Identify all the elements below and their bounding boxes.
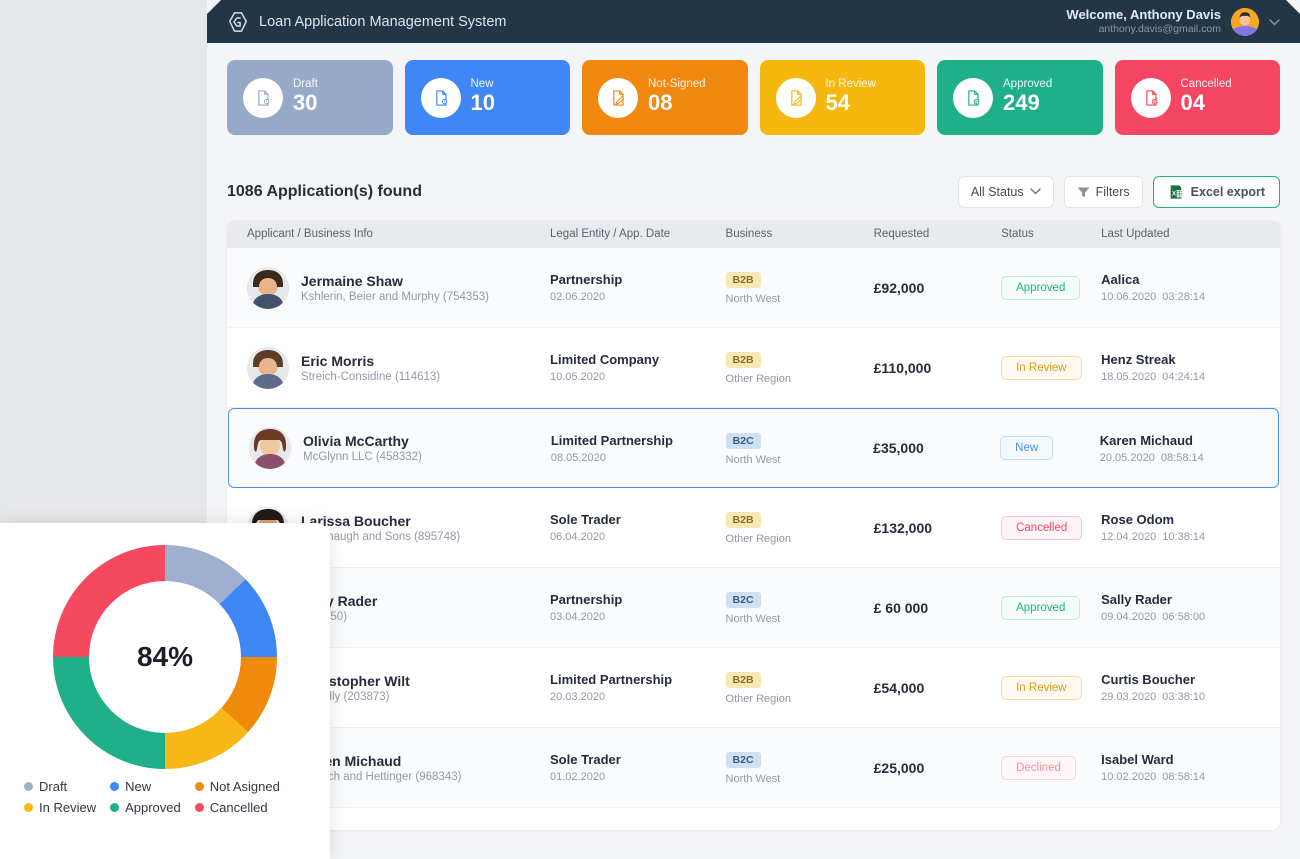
svg-text:X: X: [1172, 191, 1176, 197]
